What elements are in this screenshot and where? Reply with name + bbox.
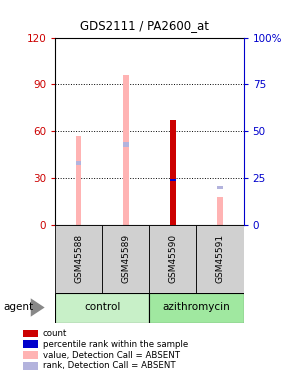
Bar [123,75,129,225]
Bar [23,340,38,348]
Bar [149,225,197,292]
Bar [23,362,38,370]
Text: value, Detection Call = ABSENT: value, Detection Call = ABSENT [43,351,180,360]
Text: agent: agent [3,303,33,312]
Bar [217,197,223,225]
Bar [76,161,81,165]
Bar [23,351,38,359]
Bar [170,178,176,182]
Bar [149,292,244,322]
Bar [170,120,176,225]
Text: GSM45588: GSM45588 [74,234,83,284]
Bar [55,225,102,292]
Text: GDS2111 / PA2600_at: GDS2111 / PA2600_at [81,19,209,32]
Polygon shape [31,298,45,316]
Bar [23,330,38,338]
Bar [76,136,81,225]
Text: GSM45589: GSM45589 [121,234,130,284]
Text: percentile rank within the sample: percentile rank within the sample [43,340,188,349]
Text: rank, Detection Call = ABSENT: rank, Detection Call = ABSENT [43,362,175,370]
Text: count: count [43,329,67,338]
Bar [217,186,223,189]
Text: GSM45591: GSM45591 [215,234,224,284]
Text: control: control [84,303,120,312]
Bar [55,292,149,322]
Text: GSM45590: GSM45590 [168,234,177,284]
Bar [102,225,149,292]
Bar [123,142,129,147]
Bar [197,225,244,292]
Text: azithromycin: azithromycin [163,303,230,312]
